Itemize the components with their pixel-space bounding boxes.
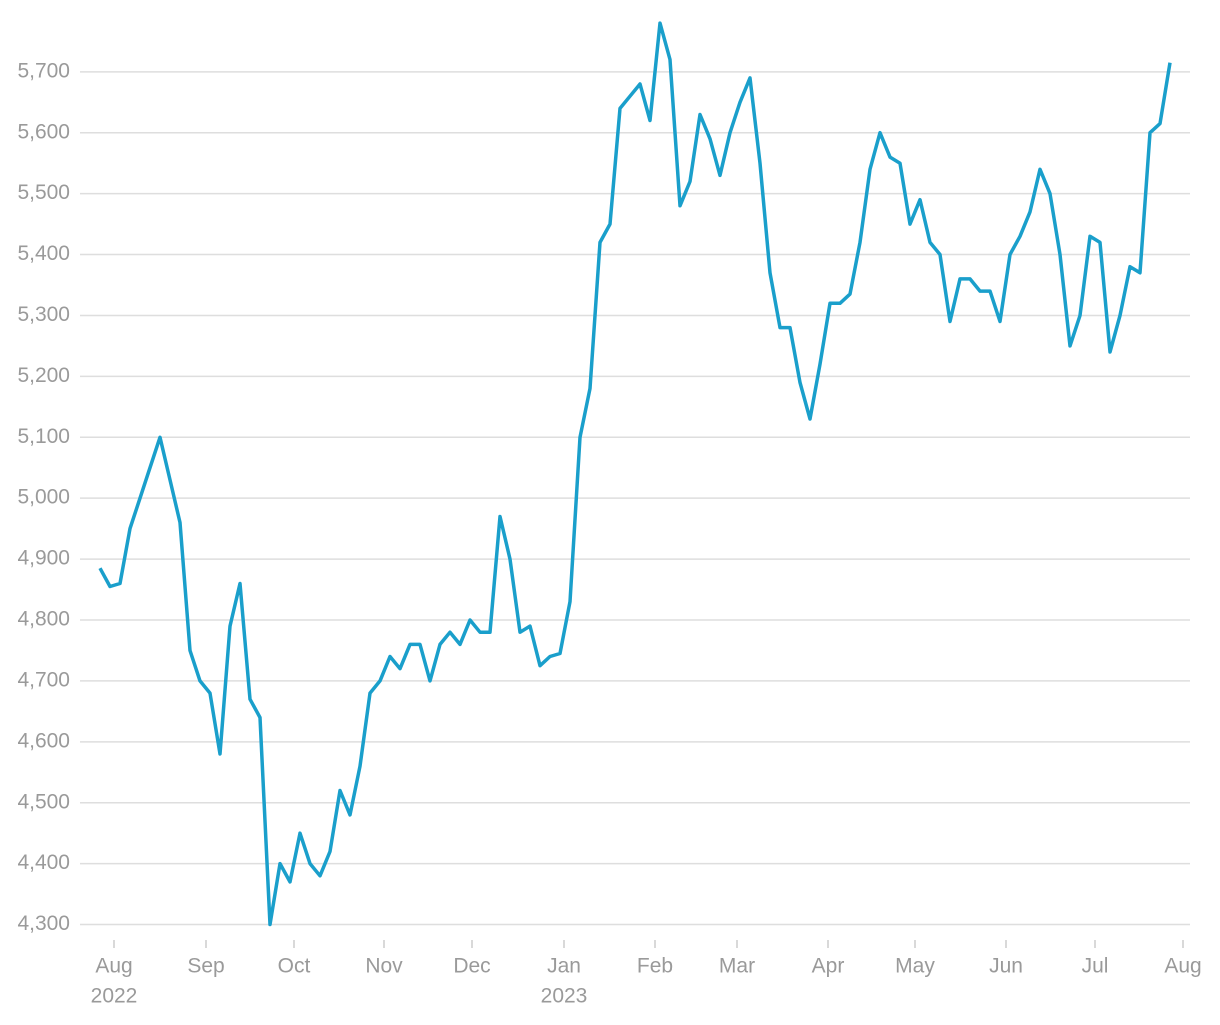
y-tick-label: 4,300 [17, 912, 70, 935]
x-tick-label: Jun [989, 955, 1023, 978]
y-tick-label: 5,100 [17, 425, 70, 448]
x-tick-label: Sep [187, 955, 224, 978]
series-line [98, 21, 1172, 927]
x-tick-label: Jan [547, 955, 581, 978]
x-tick-label: Oct [278, 955, 311, 978]
x-tick-year: 2023 [541, 985, 588, 1008]
x-tick-label: Aug [95, 955, 132, 978]
x-tick-label: Apr [812, 955, 845, 978]
y-tick-label: 4,700 [17, 668, 70, 691]
y-tick-label: 5,400 [17, 242, 70, 265]
y-tick-label: 5,600 [17, 120, 70, 143]
y-tick-label: 5,200 [17, 364, 70, 387]
x-tick-label: Mar [719, 955, 755, 978]
y-tick-label: 5,500 [17, 181, 70, 204]
x-tick-label: May [895, 955, 935, 978]
y-tick-label: 5,300 [17, 303, 70, 326]
y-tick-label: 4,600 [17, 729, 70, 752]
x-tick-label: Jul [1082, 955, 1109, 978]
x-tick-label: Aug [1164, 955, 1201, 978]
y-tick-label: 4,800 [17, 608, 70, 631]
x-tick-label: Dec [453, 955, 490, 978]
y-tick-label: 4,500 [17, 790, 70, 813]
x-tick-label: Feb [637, 955, 673, 978]
y-tick-label: 4,900 [17, 547, 70, 570]
y-tick-label: 5,000 [17, 486, 70, 509]
y-tick-label: 4,400 [17, 851, 70, 874]
x-tick-label: Nov [365, 955, 403, 978]
x-tick-year: 2022 [91, 985, 138, 1008]
y-tick-label: 5,700 [17, 59, 70, 82]
